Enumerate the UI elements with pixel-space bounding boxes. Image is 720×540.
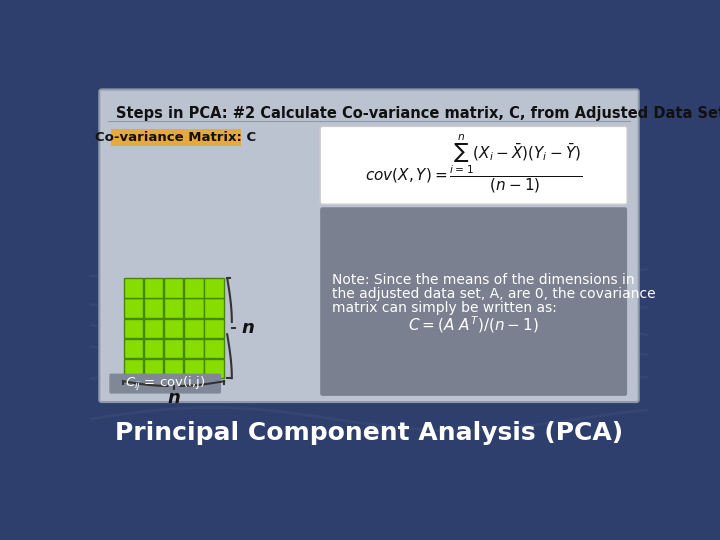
FancyBboxPatch shape	[184, 279, 204, 298]
FancyBboxPatch shape	[124, 279, 143, 298]
Text: n: n	[167, 389, 180, 407]
FancyBboxPatch shape	[204, 319, 224, 338]
Text: $C_{ij}$ = cov(i,j): $C_{ij}$ = cov(i,j)	[125, 375, 205, 393]
Text: n: n	[241, 319, 254, 337]
FancyBboxPatch shape	[164, 319, 184, 338]
FancyBboxPatch shape	[320, 126, 627, 204]
FancyBboxPatch shape	[124, 339, 143, 358]
Text: Co-variance Matrix: C: Co-variance Matrix: C	[96, 131, 256, 144]
FancyBboxPatch shape	[184, 319, 204, 338]
Text: matrix can simply be written as:: matrix can simply be written as:	[332, 301, 557, 315]
Text: the adjusted data set, A, are 0, the covariance: the adjusted data set, A, are 0, the cov…	[332, 287, 655, 301]
FancyBboxPatch shape	[164, 339, 184, 358]
FancyBboxPatch shape	[144, 319, 163, 338]
FancyBboxPatch shape	[184, 359, 204, 378]
FancyBboxPatch shape	[204, 359, 224, 378]
FancyBboxPatch shape	[124, 299, 143, 318]
Text: $C = (A\ A^T) / (n-1)$: $C = (A\ A^T) / (n-1)$	[408, 314, 539, 335]
Text: Steps in PCA: #2 Calculate Co-variance matrix, C, from Adjusted Data Set, A: Steps in PCA: #2 Calculate Co-variance m…	[116, 106, 720, 120]
Text: $cov(X,Y) = \dfrac{\sum_{i=1}^{n}(X_i - \bar{X})(Y_i - \bar{Y})}{(n-1)}$: $cov(X,Y) = \dfrac{\sum_{i=1}^{n}(X_i - …	[365, 133, 582, 195]
FancyBboxPatch shape	[124, 359, 143, 378]
FancyBboxPatch shape	[164, 299, 184, 318]
FancyBboxPatch shape	[111, 129, 241, 146]
FancyBboxPatch shape	[184, 339, 204, 358]
FancyBboxPatch shape	[320, 207, 627, 396]
FancyBboxPatch shape	[144, 299, 163, 318]
FancyBboxPatch shape	[164, 279, 184, 298]
FancyBboxPatch shape	[204, 299, 224, 318]
FancyBboxPatch shape	[144, 359, 163, 378]
FancyBboxPatch shape	[164, 359, 184, 378]
FancyBboxPatch shape	[184, 299, 204, 318]
FancyBboxPatch shape	[204, 279, 224, 298]
FancyBboxPatch shape	[144, 279, 163, 298]
FancyBboxPatch shape	[124, 319, 143, 338]
Text: Principal Component Analysis (PCA): Principal Component Analysis (PCA)	[115, 421, 623, 445]
FancyBboxPatch shape	[99, 90, 639, 402]
FancyBboxPatch shape	[144, 339, 163, 358]
FancyBboxPatch shape	[109, 374, 221, 394]
FancyBboxPatch shape	[204, 339, 224, 358]
Text: Note: Since the means of the dimensions in: Note: Since the means of the dimensions …	[332, 273, 634, 287]
